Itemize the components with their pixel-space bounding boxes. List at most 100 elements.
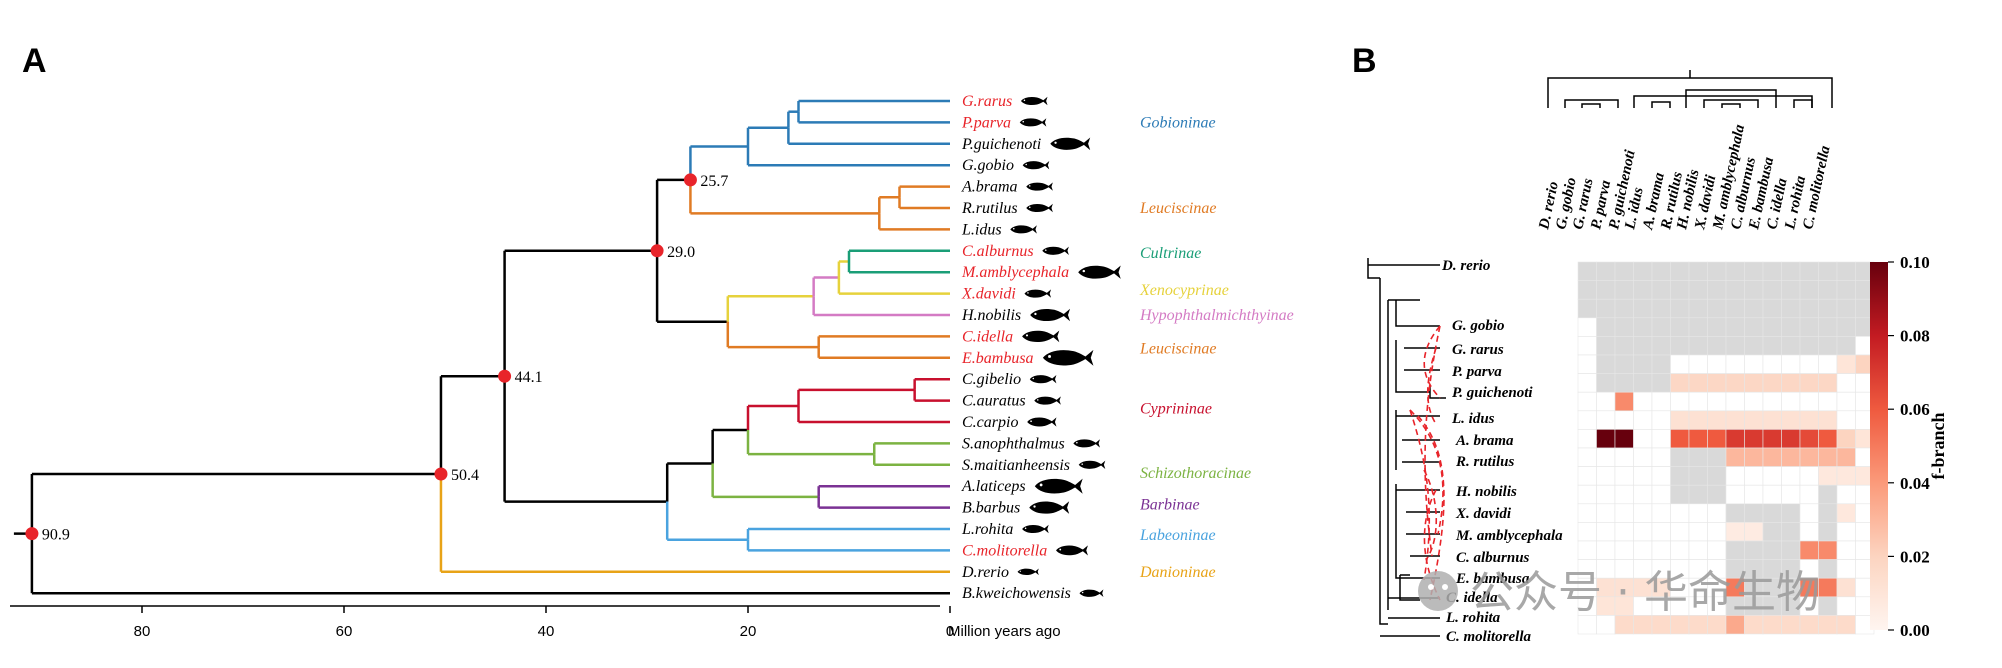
heatmap-cell: [1596, 336, 1616, 356]
heatmap-cell: [1836, 410, 1856, 430]
panel-b-label: B: [1352, 42, 1377, 80]
heatmap-cell: [1670, 447, 1690, 467]
heatmap-cell: [1651, 447, 1671, 467]
heatmap-cell: [1744, 391, 1764, 412]
heatmap-cell: [1836, 317, 1856, 337]
heatmap-cell: [1633, 336, 1653, 356]
heatmap-cell: [1836, 391, 1856, 412]
heatmap-cell: [1614, 391, 1634, 412]
heatmap-cell: [1762, 391, 1782, 412]
heatmap-cell: [1799, 391, 1819, 412]
node-markers: 90.9 50.4 44.1 29.0 25.7: [25, 173, 728, 544]
heatmap-cell: [1688, 503, 1708, 523]
heatmap-cell: [1781, 466, 1801, 486]
heatmap-cell: [1670, 540, 1690, 560]
heatmap-cell: [1596, 484, 1616, 505]
heatmap-cell: [1707, 447, 1727, 467]
tip-label: A.brama: [961, 179, 1018, 196]
heatmap-cell: [1707, 615, 1727, 635]
heatmap-cell: [1596, 298, 1616, 319]
heatmap-cell: [1633, 429, 1653, 449]
heatmap-cell: [1614, 466, 1634, 486]
heatmap-cell: [1781, 447, 1801, 467]
heatmap-cell: [1633, 447, 1653, 467]
column-tree-branch: [1651, 101, 1671, 108]
tip-label: R.rutilus: [961, 200, 1018, 217]
node-marker: [498, 369, 512, 383]
clade-label: Hypophthalmichthyinae: [1139, 307, 1294, 324]
heatmap-cell: [1799, 410, 1819, 430]
node-marker: [683, 173, 697, 187]
introgression-lines: [1409, 325, 1445, 601]
clade-label: Leuciscinae: [1139, 340, 1216, 357]
heatmap-cell: [1818, 429, 1838, 449]
heatmap-cell: [1744, 429, 1764, 449]
heatmap-cell: [1670, 317, 1690, 337]
heatmap-cell: [1577, 317, 1597, 337]
heatmap-cell: [1818, 391, 1838, 412]
heatmap-cell: [1725, 391, 1745, 412]
heatmap-cell: [1762, 484, 1782, 505]
heatmap-cell: [1799, 261, 1819, 281]
heatmap-cell: [1651, 336, 1671, 356]
row-label: H. nobilis: [1455, 484, 1517, 500]
wechat-icon: [1418, 571, 1458, 611]
heatmap-cell: [1707, 336, 1727, 356]
watermark: 公众号 · 华命生物: [1418, 567, 1820, 618]
heatmap-cell: [1762, 540, 1782, 560]
row-label: P. guichenoti: [1452, 385, 1533, 401]
axis-tick-label: 0: [946, 623, 954, 640]
row-label: G. gobio: [1452, 318, 1505, 334]
tip-labels: G.rarus P.parva P.guichenoti G.gobio A.brama…: [961, 93, 1071, 602]
heatmap-cell: [1799, 447, 1819, 467]
row-tree-branch: [1379, 278, 1388, 625]
heatmap-cell: [1818, 354, 1838, 374]
heatmap-cell: [1688, 484, 1708, 505]
heatmap-cell: [1670, 373, 1690, 393]
node-age-label: 50.4: [451, 467, 479, 484]
heatmap-cell: [1744, 317, 1764, 337]
heatmap-cell: [1818, 559, 1838, 579]
heatmap-cell: [1670, 466, 1690, 486]
heatmap-cell: [1818, 373, 1838, 393]
fish-icon: [1022, 330, 1060, 343]
heatmap-cell: [1799, 615, 1819, 635]
clade-labels: Gobioninae Leuciscinae Cultrinae Xenocyprin…: [1139, 114, 1294, 580]
heatmap-cell: [1633, 298, 1653, 319]
heatmap-cell: [1836, 280, 1856, 300]
fish-icon: [1027, 417, 1057, 427]
clade-label: Cultrinae: [1140, 245, 1201, 262]
node-marker: [25, 527, 39, 541]
tip-label: S.maitianheensis: [962, 457, 1070, 474]
heatmap-cell: [1725, 354, 1745, 374]
fish-icon: [1073, 439, 1100, 448]
heatmap-cell: [1818, 447, 1838, 467]
heatmap-cell: [1633, 484, 1653, 505]
heatmap-cell: [1707, 354, 1727, 374]
column-tree: [1547, 70, 1833, 108]
heatmap-cell: [1688, 615, 1708, 635]
heatmap-cell: [1688, 261, 1708, 281]
axis-tick-label: 40: [538, 623, 555, 640]
heatmap-cell: [1818, 298, 1838, 319]
tip-label: G.gobio: [962, 157, 1014, 174]
heatmap-cell: [1818, 503, 1838, 523]
heatmap-cell: [1762, 373, 1782, 393]
introgression-line: [1426, 347, 1437, 425]
node-age-label: 29.0: [667, 244, 695, 261]
fish-silhouettes: [1010, 96, 1121, 597]
heatmap-cell: [1633, 373, 1653, 393]
node-age-label: 44.1: [515, 369, 543, 386]
heatmap-cell: [1799, 336, 1819, 356]
tip-label: L.idus: [961, 221, 1002, 238]
time-axis: 80 60 40 20 0 Million years ago: [10, 605, 1061, 640]
heatmap-cell: [1614, 280, 1634, 300]
node-age-label: 25.7: [700, 173, 728, 190]
clade-label: Gobioninae: [1140, 114, 1216, 131]
heatmap-cell: [1614, 447, 1634, 467]
heatmap-cell: [1577, 391, 1597, 412]
tip-label: X.davidi: [961, 286, 1016, 303]
heatmap-cell: [1762, 503, 1782, 523]
colorbar-tick-label: 0.02: [1900, 547, 1930, 566]
